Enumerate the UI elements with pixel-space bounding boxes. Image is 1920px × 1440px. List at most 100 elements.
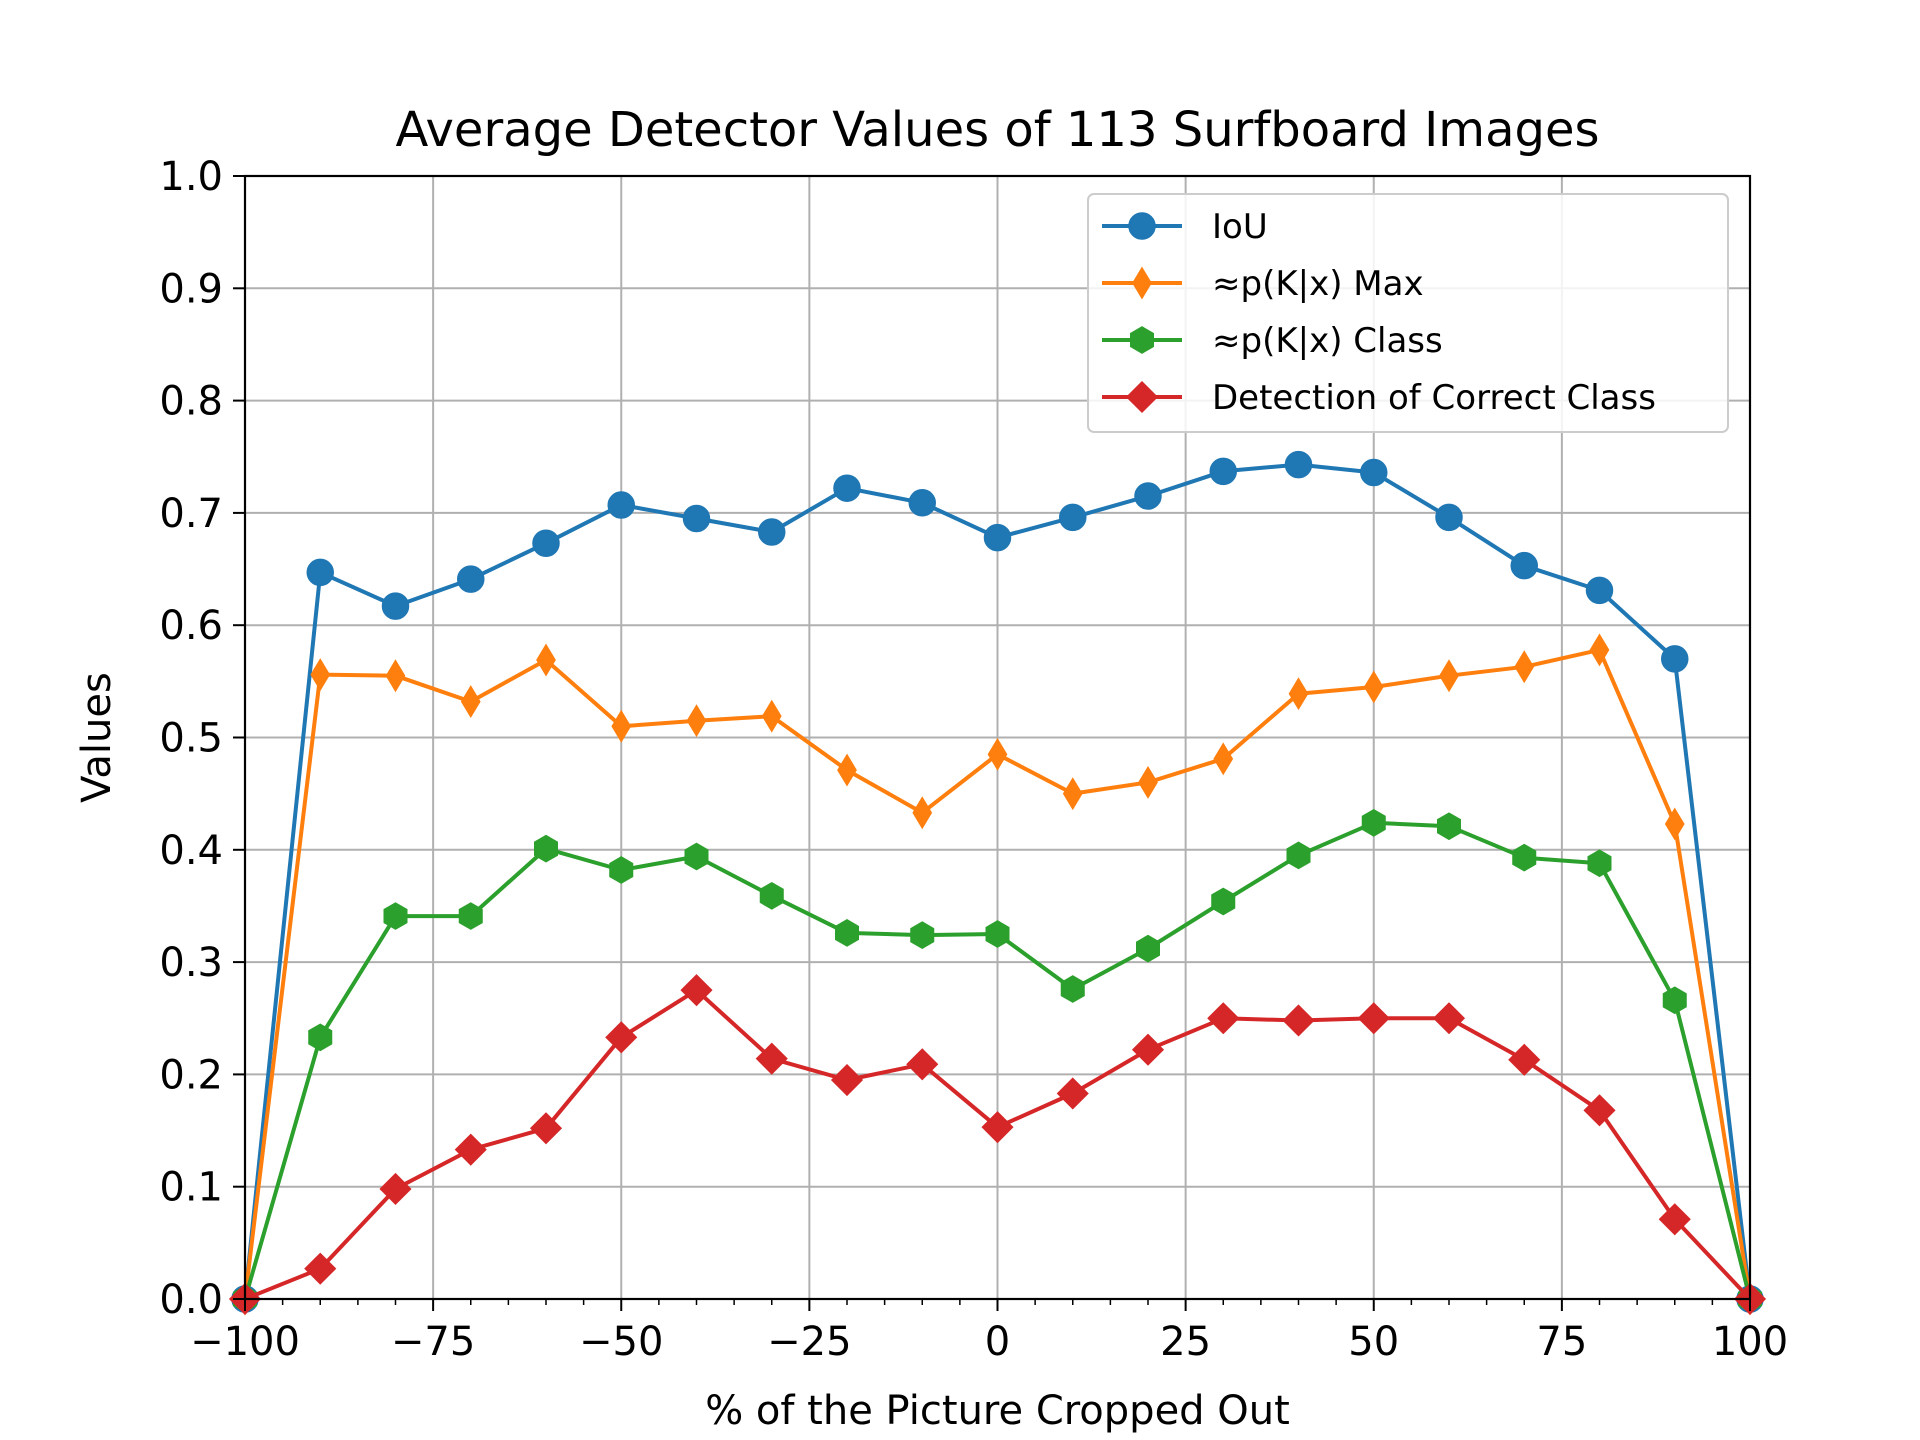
y-tick-label: 0.6	[159, 603, 223, 649]
series-layer	[228, 450, 1767, 1316]
data-point	[985, 920, 1010, 948]
data-point	[1060, 975, 1085, 1003]
data-point	[1432, 1002, 1466, 1035]
data-point	[1435, 503, 1463, 532]
data-point	[454, 1133, 487, 1166]
data-point	[1508, 1043, 1541, 1076]
data-point	[912, 796, 933, 830]
data-point	[1583, 1094, 1616, 1127]
data-point	[755, 1042, 788, 1075]
data-point	[987, 737, 1008, 771]
data-point	[385, 659, 406, 693]
data-point	[682, 504, 711, 533]
legend: IoU ≈p(K|x) Max ≈p(K|x) Class Detection of …	[1087, 193, 1729, 433]
legend-marker	[1125, 380, 1159, 414]
x-tick-label: −75	[391, 1319, 475, 1365]
data-point	[1363, 670, 1384, 704]
y-tick-label: 0.8	[159, 379, 223, 425]
series-3	[228, 974, 1767, 1316]
data-point	[536, 643, 556, 677]
data-point	[1207, 1002, 1240, 1035]
data-point	[1357, 1002, 1390, 1035]
data-point	[1439, 659, 1459, 693]
x-tick-label: −25	[767, 1319, 851, 1365]
y-tick-label: 0.3	[159, 940, 223, 986]
legend-box	[1087, 193, 1729, 433]
y-tick-label: 0.1	[159, 1165, 223, 1211]
data-point	[1211, 887, 1236, 916]
data-point	[379, 1172, 412, 1206]
data-point	[1664, 807, 1685, 841]
legend-item: ≈p(K|x) Max	[1102, 264, 1424, 304]
y-tick-label: 1.0	[159, 154, 223, 200]
data-point	[383, 902, 408, 930]
data-point	[686, 704, 707, 738]
data-point	[910, 921, 935, 950]
data-point	[908, 489, 936, 517]
data-point	[981, 1111, 1014, 1144]
data-point	[834, 919, 860, 947]
data-point	[308, 1023, 333, 1052]
y-tick-label: 0.7	[159, 491, 223, 537]
y-axis-label: Values	[74, 672, 120, 803]
legend-label: ≈p(K|x) Class	[1212, 321, 1443, 361]
x-tick-label: 50	[1348, 1319, 1399, 1365]
y-tick-label: 0.9	[159, 266, 223, 312]
data-point	[1213, 742, 1234, 776]
data-point	[609, 856, 634, 884]
chart-title: Average Detector Values of 113 Surfboard…	[396, 102, 1600, 158]
data-point	[304, 1252, 337, 1285]
legend-item: ≈p(K|x) Class	[1102, 321, 1443, 361]
data-point	[1658, 1203, 1691, 1236]
data-point	[1209, 457, 1237, 486]
data-point	[458, 902, 483, 930]
data-point	[1361, 808, 1386, 837]
data-point	[1134, 482, 1162, 510]
y-tick-label: 0.4	[159, 828, 223, 874]
data-point	[1284, 450, 1313, 479]
legend-label: Detection of Correct Class	[1212, 378, 1656, 418]
data-point	[1062, 777, 1083, 811]
data-point	[684, 842, 709, 871]
data-point	[758, 518, 786, 546]
data-point	[1131, 1033, 1165, 1066]
y-tick-label: 0.2	[159, 1052, 223, 1098]
legend-marker	[1129, 326, 1155, 354]
legend-item: Detection of Correct Class	[1102, 378, 1656, 418]
data-point	[830, 1063, 864, 1097]
data-point	[1286, 841, 1311, 870]
data-point	[680, 974, 713, 1007]
data-point	[529, 1112, 563, 1145]
legend-label: ≈p(K|x) Max	[1212, 264, 1424, 304]
data-point	[1056, 1077, 1089, 1110]
data-point	[1661, 645, 1689, 673]
data-point	[1587, 849, 1612, 878]
data-point	[837, 753, 857, 787]
data-point	[1514, 650, 1535, 684]
data-point	[611, 709, 632, 743]
x-tick-label: 0	[985, 1319, 1010, 1365]
data-point	[761, 699, 782, 733]
data-point	[1585, 576, 1614, 605]
x-tick-label: −50	[579, 1319, 663, 1365]
data-point	[1059, 503, 1087, 532]
x-axis-label: % of the Picture Cropped Out	[705, 1388, 1290, 1434]
data-point	[306, 558, 334, 587]
data-point	[1288, 677, 1309, 711]
data-point	[607, 491, 635, 519]
data-point	[457, 565, 485, 593]
y-tick-label: 0.5	[159, 716, 223, 762]
data-point	[1135, 934, 1161, 963]
x-tick-label: −100	[190, 1319, 300, 1365]
data-point	[906, 1048, 939, 1081]
y-tick-label: 0.0	[159, 1277, 223, 1323]
legend-marker	[1128, 212, 1156, 240]
x-tick-label: 25	[1160, 1319, 1211, 1365]
x-tick-label: 75	[1536, 1319, 1587, 1365]
data-point	[1512, 843, 1537, 872]
data-point	[833, 474, 861, 502]
data-point	[460, 685, 481, 719]
data-point	[533, 834, 559, 863]
data-point	[1662, 986, 1687, 1015]
